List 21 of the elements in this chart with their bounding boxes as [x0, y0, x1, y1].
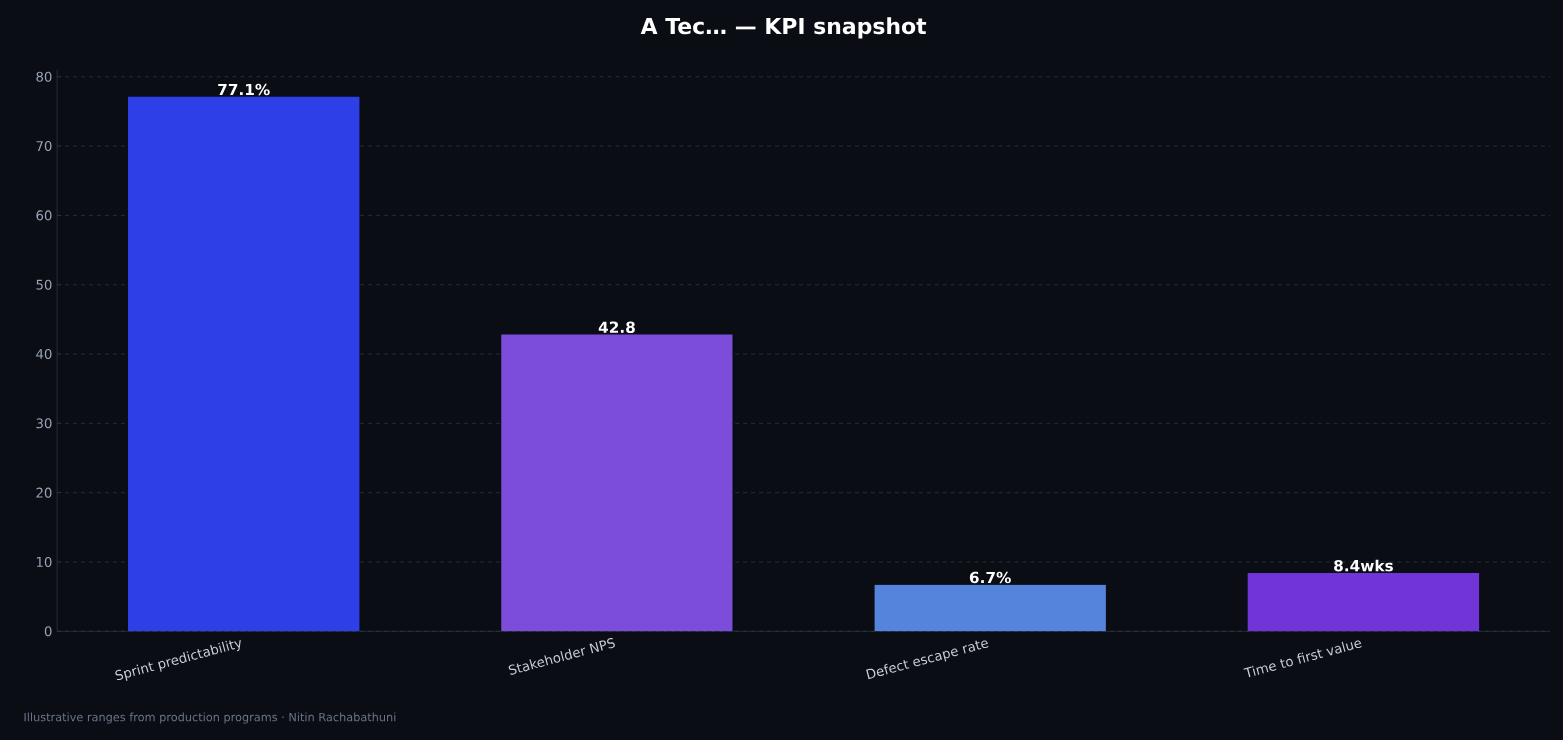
y-tick-label: 40 — [36, 348, 52, 360]
x-tick-label: Time to first value — [1243, 640, 1362, 678]
data-label: 42.8 — [598, 321, 635, 333]
y-tick-label: 50 — [36, 279, 52, 290]
x-tick-label: Defect escape rate — [866, 640, 989, 680]
chart-title: A Tec… — KPI snapshot — [640, 17, 927, 39]
bar — [501, 334, 733, 632]
y-tick-label: 60 — [36, 210, 52, 221]
y-tick-label: 80 — [36, 71, 52, 82]
bar — [1247, 573, 1480, 632]
y-tick-label: 30 — [36, 418, 52, 429]
y-tick-label: 0 — [44, 626, 52, 637]
y-tick-label: 70 — [36, 141, 52, 152]
y-tick-label: 20 — [36, 487, 52, 498]
bar — [874, 584, 1106, 632]
data-label: 8.4wks — [1334, 559, 1393, 572]
text: Illustrative ranges from production programs · Nitin Rachabathuni — [24, 712, 396, 724]
y-tick-label: 10 — [36, 556, 52, 567]
data-label: 77.1% — [218, 83, 270, 96]
bar — [128, 96, 360, 632]
data-label: 6.7% — [969, 571, 1011, 584]
